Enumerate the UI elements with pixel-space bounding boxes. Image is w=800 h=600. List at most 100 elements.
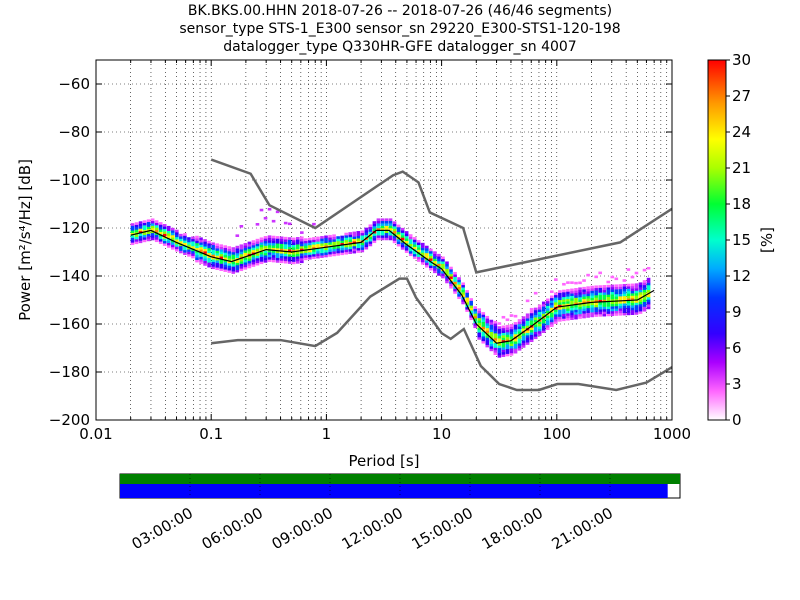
heatmap-cell: [525, 315, 530, 319]
heatmap-cell: [219, 265, 223, 269]
heatmap-cell: [562, 316, 566, 319]
time-tick-label: 12:00:00: [339, 504, 406, 553]
heatmap-cell: [396, 239, 401, 242]
heatmap-cell: [263, 255, 268, 258]
heatmap-cell: [606, 306, 611, 310]
heatmap-cell: [642, 292, 647, 295]
heatmap-cell: [138, 240, 143, 244]
heatmap-cell: [441, 261, 445, 264]
heatmap-cell: [239, 266, 244, 269]
heatmap-cell: [545, 315, 550, 318]
heatmap-cell: [158, 226, 163, 230]
heatmap-cell: [481, 316, 486, 320]
heatmap-cell: [134, 224, 139, 228]
heatmap-cell: [187, 237, 191, 240]
heatmap-cell: [287, 242, 292, 245]
heatmap-cell: [425, 250, 429, 254]
heatmap-cell: [207, 252, 211, 256]
heatmap-cell: [239, 244, 244, 248]
heatmap-cell: [332, 248, 336, 252]
heatmap-cell: [477, 317, 482, 321]
heatmap-cell: [348, 232, 353, 235]
heatmap-cell: [146, 231, 151, 235]
heatmap-cell: [473, 311, 477, 314]
heatmap-cell: [211, 252, 215, 255]
heatmap-cell: [360, 247, 365, 250]
heatmap-cell: [602, 285, 607, 288]
heatmap-cell: [598, 271, 602, 275]
heatmap-cell: [574, 316, 578, 320]
heatmap-cell: [602, 292, 607, 295]
heatmap-cell: [501, 347, 506, 350]
heatmap-cell: [517, 345, 522, 349]
heatmap-cell: [461, 292, 465, 295]
heatmap-cell: [372, 235, 377, 239]
heatmap-cell: [529, 339, 534, 343]
heatmap-cell: [505, 348, 510, 352]
heatmap-cell: [614, 289, 619, 292]
heatmap-cell: [376, 220, 381, 224]
heatmap-cell: [545, 324, 550, 328]
heatmap-cell: [578, 313, 582, 317]
heatmap-cell: [138, 228, 143, 232]
heatmap-cell: [513, 338, 518, 342]
heatmap-cell: [295, 256, 300, 259]
heatmap-cell: [320, 252, 324, 256]
heatmap-cell: [251, 245, 256, 248]
heatmap-cell: [336, 253, 340, 256]
heatmap-cell: [408, 241, 413, 245]
heatmap-cell: [626, 295, 631, 299]
heatmap-cell: [529, 307, 534, 311]
time-tick-label: 09:00:00: [269, 504, 336, 553]
heatmap-cell: [622, 310, 627, 314]
heatmap-cell: [533, 326, 538, 330]
heatmap-cell: [332, 246, 336, 250]
heatmap-cell: [614, 293, 619, 297]
heatmap-cell: [320, 248, 324, 251]
heatmap-cell: [545, 320, 550, 323]
heatmap-cell: [275, 257, 280, 261]
x-tick-label: 100: [542, 425, 571, 443]
heatmap-cell: [541, 327, 546, 331]
heatmap-cell: [283, 258, 288, 262]
heatmap-cell: [517, 347, 522, 351]
heatmap-cell: [630, 293, 635, 296]
heatmap-cell: [195, 235, 199, 239]
heatmap-cell: [493, 325, 498, 329]
heatmap-cell: [356, 240, 361, 244]
heatmap-cell: [287, 256, 292, 260]
heatmap-cell: [154, 239, 159, 243]
heatmap-cell: [469, 307, 473, 311]
heatmap-cell: [170, 232, 175, 236]
heatmap-cell: [606, 299, 611, 302]
heatmap-cell: [461, 299, 465, 302]
heatmap-cell: [626, 302, 631, 306]
heatmap-cell: [497, 350, 502, 353]
heatmap-cell: [187, 242, 191, 245]
heatmap-cell: [400, 244, 405, 248]
heatmap-cell: [630, 288, 635, 291]
heatmap-cell: [558, 307, 562, 310]
heatmap-cell: [602, 309, 607, 312]
heatmap-cell: [348, 251, 353, 254]
heatmap-cell: [267, 247, 272, 250]
heatmap-cell: [396, 234, 401, 237]
heatmap-cell: [570, 300, 574, 304]
heatmap-cell: [437, 261, 441, 264]
heatmap-cell: [308, 254, 312, 258]
heatmap-cell: [445, 271, 449, 274]
heatmap-cell: [622, 298, 627, 302]
heatmap-cell: [541, 330, 546, 334]
heatmap-cell: [416, 256, 421, 260]
heatmap-cell: [433, 265, 437, 269]
heatmap-cell: [384, 225, 389, 229]
heatmap-cell: [388, 232, 393, 236]
heatmap-cell: [231, 254, 236, 258]
heatmap-cell: [247, 248, 252, 252]
heatmap-cell: [586, 303, 590, 306]
heatmap-cell: [598, 299, 602, 303]
heatmap-cell: [425, 260, 429, 263]
heatmap-cell: [477, 315, 482, 319]
heatmap-cell: [255, 258, 260, 261]
heatmap-cell: [606, 280, 611, 284]
